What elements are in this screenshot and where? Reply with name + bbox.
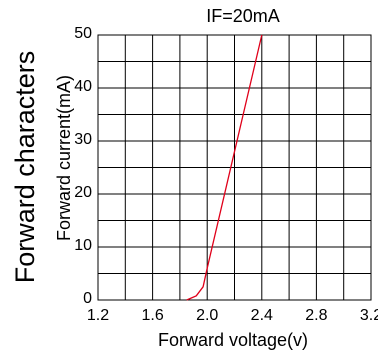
chart-grid <box>98 35 371 300</box>
x-tick-label: 1.6 <box>141 307 163 324</box>
x-axis-label: Forward voltage(v) <box>158 330 308 350</box>
y-tick-label: 0 <box>83 290 92 307</box>
y-tick-label: 50 <box>74 25 92 42</box>
series-layer <box>186 34 263 301</box>
x-tick-label: 2.4 <box>251 307 273 324</box>
x-tick-label: 2.8 <box>305 307 327 324</box>
x-tick-label: 2.0 <box>196 307 218 324</box>
chart-subtitle: IF=20mA <box>206 6 280 26</box>
y-axis-label: Forward current(mA) <box>54 75 74 241</box>
y-tick-label: 10 <box>74 237 92 254</box>
y-tick-label: 30 <box>74 131 92 148</box>
y-tick-label: 20 <box>74 184 92 201</box>
series-line <box>186 34 263 301</box>
x-tick-label: 3.2 <box>360 307 378 324</box>
x-tick-label: 1.2 <box>87 307 109 324</box>
y-tick-labels: 0 10 20 30 40 50 <box>74 25 92 307</box>
plot-frame <box>97 34 372 301</box>
chart-title: Forward characters <box>10 51 40 284</box>
y-tick-label: 40 <box>74 78 92 95</box>
x-tick-labels: 1.2 1.6 2.0 2.4 2.8 3.2 <box>87 307 378 324</box>
